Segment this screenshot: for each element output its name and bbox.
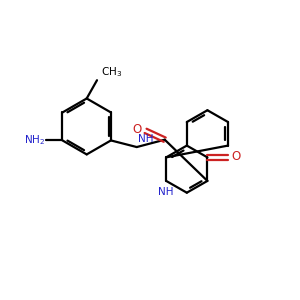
Text: NH$_2$: NH$_2$ <box>24 134 45 147</box>
Text: CH$_3$: CH$_3$ <box>100 65 122 79</box>
Text: NH: NH <box>138 134 154 144</box>
Text: NH: NH <box>158 188 174 197</box>
Text: O: O <box>232 150 241 163</box>
Text: O: O <box>133 123 142 136</box>
